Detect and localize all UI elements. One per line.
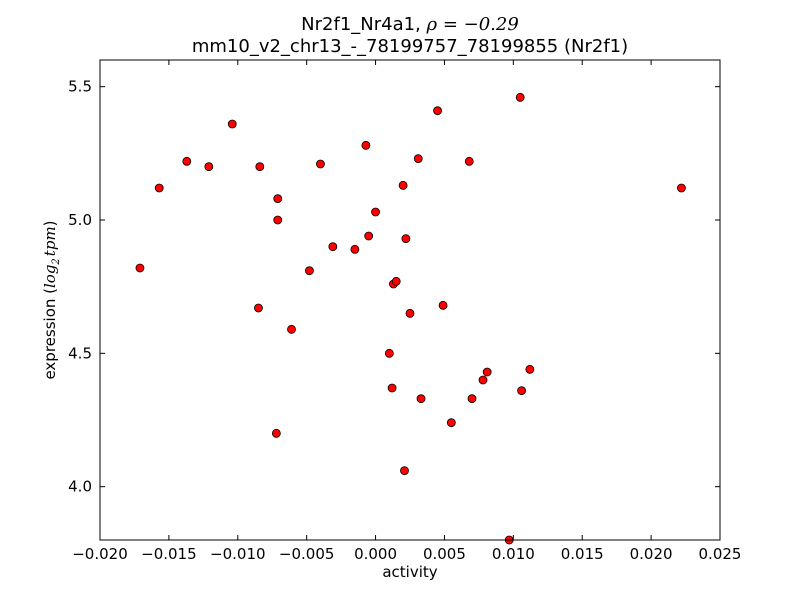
data-point (154, 183, 164, 193)
data-point (273, 215, 283, 225)
x-tick-label: 0.005 (423, 545, 466, 563)
data-point (398, 180, 408, 190)
data-point (364, 231, 374, 241)
x-tick-label: 0.015 (561, 545, 604, 563)
x-tick-label: −0.005 (279, 545, 335, 563)
y-tick-label: 4.5 (68, 344, 92, 362)
data-point (416, 394, 426, 404)
y-axis-label-close: ) (41, 220, 59, 226)
data-point (517, 386, 526, 396)
chart-title-line1: Nr2f1_Nr4a1, ρ = −0.29 (301, 14, 519, 35)
data-point (401, 234, 411, 244)
data-point (227, 119, 237, 129)
axis-tick-labels: −0.020 −0.015 −0.010 −0.005 0.000 0.005 0.010 0… (68, 78, 741, 563)
y-tick-label: 4.0 (68, 478, 92, 496)
data-point (482, 367, 492, 377)
x-tick-label: 0.020 (630, 545, 673, 563)
x-tick-label: −0.015 (141, 545, 197, 563)
x-tick-label: 0.010 (492, 545, 535, 563)
chart-title-line2: mm10_v2_chr13_-_78199757_78199855 (Nr2f1… (192, 36, 628, 57)
data-point (273, 194, 283, 204)
data-point (384, 348, 394, 358)
y-axis-label: expression (log2 tpm) (41, 220, 62, 379)
data-point (446, 418, 456, 428)
x-tick-label: 0.025 (699, 545, 742, 563)
y-tick-label: 5.0 (68, 211, 92, 229)
plot-frame (99, 59, 721, 541)
data-point (182, 156, 192, 166)
x-axis-label: activity (382, 563, 437, 581)
data-point (391, 276, 401, 286)
data-point (464, 156, 474, 166)
data-point (467, 394, 477, 404)
data-point (413, 154, 423, 164)
data-point (433, 106, 442, 116)
y-axis-label-tpm: tpm (41, 226, 59, 256)
data-point (438, 300, 448, 310)
data-point (405, 308, 415, 318)
data-point (316, 159, 325, 169)
data-point (677, 183, 686, 193)
x-tick-label: −0.010 (210, 545, 266, 563)
chart-title-rho: ρ = −0.29 (426, 14, 519, 35)
plot-area (100, 60, 720, 540)
chart-title-prefix: Nr2f1_Nr4a1, (301, 14, 426, 35)
data-point (387, 383, 397, 393)
data-point (255, 162, 265, 172)
data-point (350, 244, 360, 254)
data-point (135, 263, 145, 273)
data-point (271, 428, 281, 438)
data-point (371, 207, 380, 217)
x-tick-label: −0.020 (72, 545, 128, 563)
x-tick-label: 0.000 (354, 545, 397, 563)
y-axis-label-log: log (41, 265, 59, 288)
scatter-points (135, 92, 686, 545)
data-point (515, 92, 525, 102)
data-point (305, 266, 314, 276)
data-point (287, 324, 296, 334)
y-axis-label-sub: 2 (51, 258, 62, 265)
data-point (328, 242, 338, 252)
data-point (525, 364, 535, 374)
data-point (478, 375, 488, 385)
y-axis-label-text: expression ( (41, 288, 59, 380)
data-point (361, 140, 371, 150)
data-point (204, 162, 214, 172)
data-point (254, 303, 263, 313)
data-point (400, 466, 409, 476)
y-tick-label: 5.5 (68, 78, 92, 96)
